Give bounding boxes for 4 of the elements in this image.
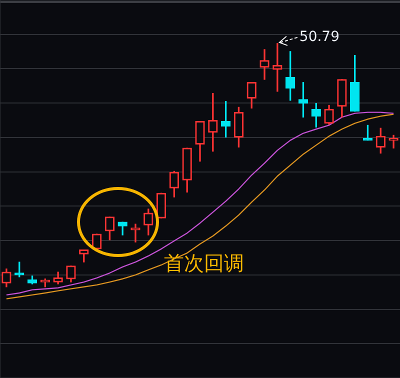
candlestick (260, 49, 270, 80)
annotation: 首次回调 (164, 250, 244, 275)
candlestick (130, 224, 140, 242)
annotation: 50.79 (299, 29, 340, 46)
